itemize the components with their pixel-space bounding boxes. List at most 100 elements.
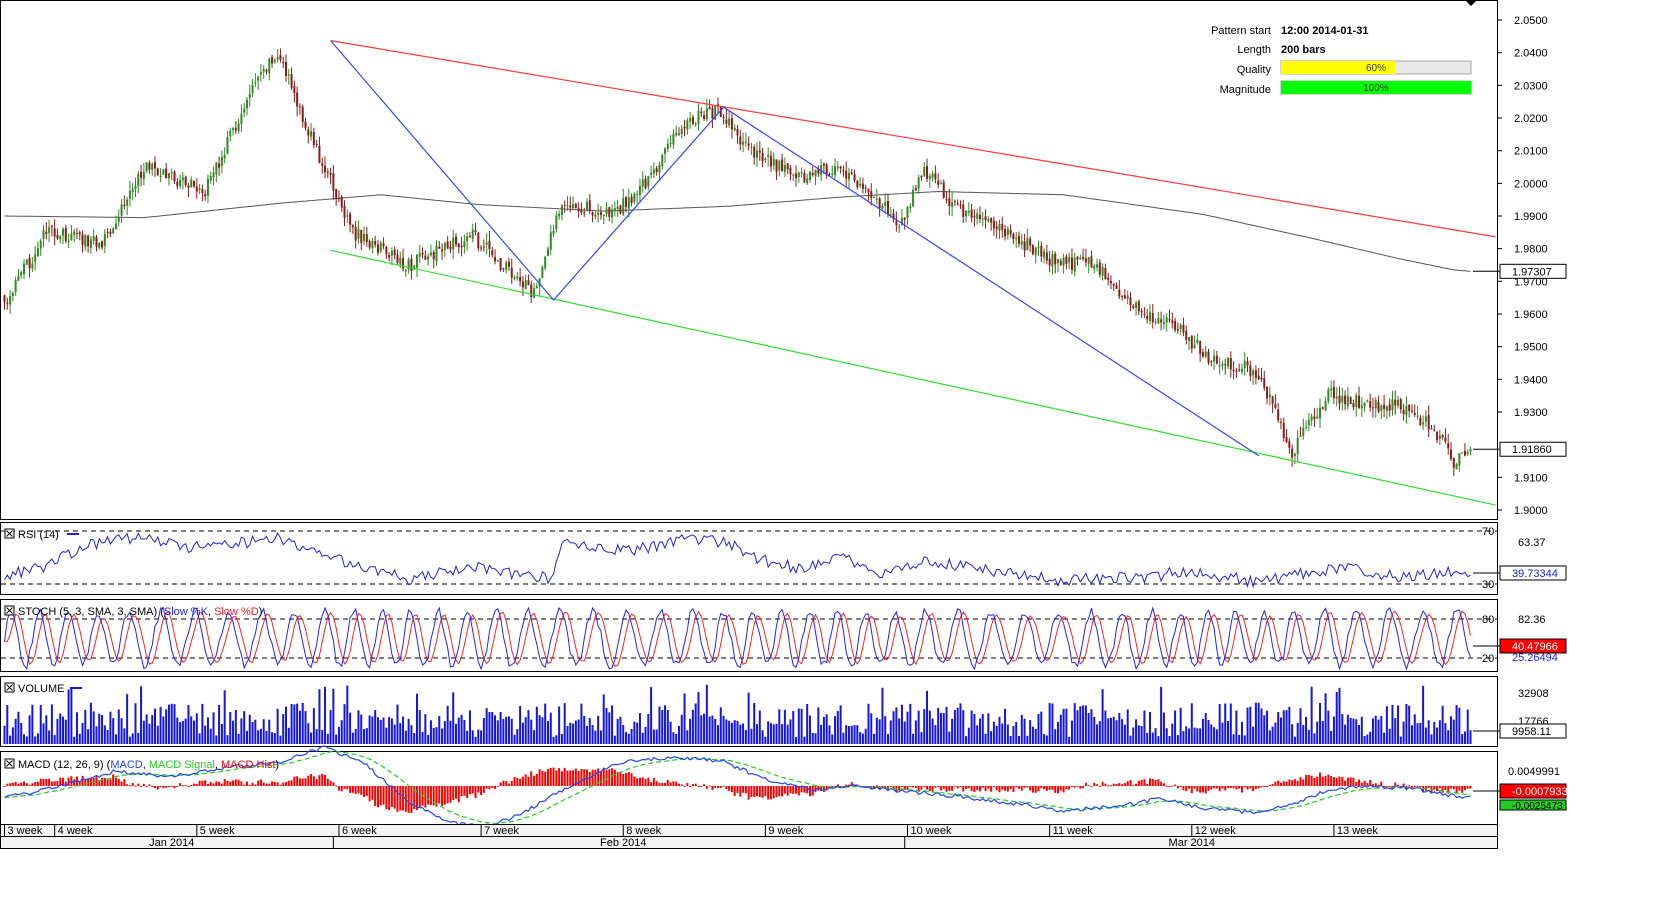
macd-hist-bar (491, 786, 494, 788)
candle-up (62, 228, 65, 236)
candle-up (1015, 237, 1018, 240)
volume-bar (1352, 718, 1355, 744)
candle-down (725, 119, 728, 124)
candle-up (638, 185, 641, 196)
macd-hist-bar (363, 786, 366, 798)
macd-hist-bar (758, 786, 761, 798)
candle-down (148, 162, 151, 170)
macd-hist-bar (995, 786, 998, 791)
macd-hist-bar (652, 777, 655, 786)
macd-hist-bar (81, 775, 84, 786)
volume-bar (293, 704, 296, 744)
macd-hist-bar (284, 782, 287, 786)
candle-up (1057, 259, 1060, 264)
volume-bar (446, 705, 449, 744)
candle-down (739, 136, 742, 145)
candle-down (477, 232, 480, 249)
volume-bar (1160, 686, 1163, 744)
macd-hist-bar (89, 778, 92, 786)
volume-bar (825, 714, 828, 744)
candle-down (973, 216, 976, 218)
macd-hist-bar (11, 782, 14, 786)
candle-down (1070, 257, 1073, 270)
candle-up (524, 280, 527, 289)
candle-up (939, 182, 942, 184)
volume-bar (1271, 726, 1274, 744)
candle-up (98, 243, 101, 248)
volume-bar (627, 733, 630, 744)
macd-hist-bar (783, 786, 786, 794)
macd-hist-bar (828, 786, 831, 787)
volume-bar (223, 690, 226, 744)
volume-bar (78, 733, 81, 744)
volume-bar (14, 718, 17, 744)
candle-up (212, 172, 215, 178)
volume-bar (1413, 714, 1416, 744)
volume-bar (806, 704, 809, 744)
candle-down (499, 258, 502, 271)
candle-up (516, 276, 519, 279)
macd-hist-bar (683, 786, 686, 787)
candle-down (28, 257, 31, 269)
candle-up (544, 256, 547, 269)
volume-bar (1299, 708, 1302, 744)
volume-bar (1441, 705, 1444, 744)
macd-hist-bar (594, 769, 597, 786)
volume-bar (468, 710, 471, 744)
macd-hist-bar (1313, 777, 1316, 786)
candle-down (480, 247, 483, 249)
macd-hist-bar (519, 778, 522, 786)
volume-bar (67, 689, 70, 744)
candle-down (644, 178, 647, 189)
macd-hist-bar (1121, 784, 1124, 786)
candle-up (92, 236, 95, 241)
volume-bar (1129, 735, 1132, 744)
price-ytick-label: 1.9700 (1514, 276, 1548, 288)
macd-hist-bar (513, 777, 516, 786)
candle-down (1224, 364, 1227, 366)
macd-hist-bar (271, 781, 274, 786)
volume-bar (229, 712, 232, 744)
volume-bar (630, 728, 633, 744)
macd-hist-bar (463, 786, 466, 796)
candle-up (778, 160, 781, 171)
macd-hist-bar (1349, 777, 1352, 786)
macd-hist-bar (753, 786, 756, 797)
volume-bar (549, 712, 552, 744)
macd-hist-bar (1307, 775, 1310, 786)
candle-down (293, 85, 296, 94)
macd-hist-bar (900, 786, 903, 787)
volume-bar (421, 731, 424, 744)
macd-hist-bar (1469, 786, 1472, 789)
macd-hist-bar (17, 783, 20, 786)
macd-hist-bar (276, 782, 279, 786)
volume-bar (3, 725, 6, 744)
candle-up (836, 166, 839, 168)
candle-down (106, 232, 109, 234)
candle-up (1310, 416, 1313, 421)
candle-up (243, 108, 246, 113)
macd-hist-bar (714, 786, 717, 788)
macd-hist-bar (106, 779, 109, 786)
candle-down (304, 121, 307, 129)
candle-up (198, 188, 201, 190)
volume-bar (778, 709, 781, 744)
macd-hist-bar (1087, 785, 1090, 787)
volume-bar (535, 706, 538, 744)
macd-hist-bar (697, 786, 700, 788)
candle-down (1054, 253, 1057, 265)
volume-bar (792, 711, 795, 744)
candle-up (585, 201, 588, 212)
candle-down (839, 166, 842, 169)
volume-bar (318, 689, 321, 744)
macd-hist-bar (413, 786, 416, 810)
candle-down (1299, 435, 1302, 437)
candle-up (1341, 395, 1344, 403)
candle-down (432, 252, 435, 260)
scroll-marker-icon[interactable] (1465, 0, 1477, 6)
volume-bar (1037, 713, 1040, 744)
macd-hist-bar (243, 784, 246, 786)
candle-down (1332, 387, 1335, 399)
volume-bar (1332, 716, 1335, 744)
